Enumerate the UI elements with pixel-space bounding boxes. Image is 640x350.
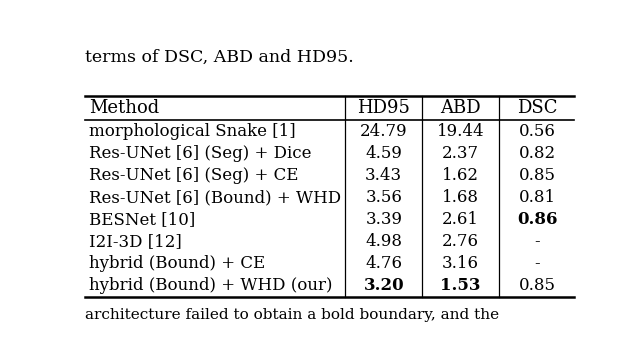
Text: morphological Snake [1]: morphological Snake [1] xyxy=(89,123,296,140)
Text: 0.56: 0.56 xyxy=(519,123,556,140)
Text: 3.43: 3.43 xyxy=(365,167,403,184)
Text: terms of DSC, ABD and HD95.: terms of DSC, ABD and HD95. xyxy=(85,49,354,66)
Text: -: - xyxy=(535,233,540,250)
Text: 1.68: 1.68 xyxy=(442,189,479,206)
Text: 2.61: 2.61 xyxy=(442,211,479,228)
Text: -: - xyxy=(535,255,540,272)
Text: 19.44: 19.44 xyxy=(437,123,484,140)
Text: Res-UNet [6] (Seg) + Dice: Res-UNet [6] (Seg) + Dice xyxy=(89,145,312,162)
Text: 0.85: 0.85 xyxy=(519,278,556,294)
Text: architecture failed to obtain a bold boundary, and the: architecture failed to obtain a bold bou… xyxy=(85,308,499,322)
Text: 1.53: 1.53 xyxy=(440,278,481,294)
Text: 2.76: 2.76 xyxy=(442,233,479,250)
Text: 0.85: 0.85 xyxy=(519,167,556,184)
Text: DSC: DSC xyxy=(517,99,558,117)
Text: 3.39: 3.39 xyxy=(365,211,403,228)
Text: 0.81: 0.81 xyxy=(519,189,556,206)
Text: 3.16: 3.16 xyxy=(442,255,479,272)
Text: 0.86: 0.86 xyxy=(517,211,558,228)
Text: 4.98: 4.98 xyxy=(365,233,403,250)
Text: 1.62: 1.62 xyxy=(442,167,479,184)
Text: hybrid (Bound) + CE: hybrid (Bound) + CE xyxy=(89,255,265,272)
Text: 4.76: 4.76 xyxy=(365,255,403,272)
Text: ABD: ABD xyxy=(440,99,481,117)
Text: 24.79: 24.79 xyxy=(360,123,408,140)
Text: Res-UNet [6] (Bound) + WHD: Res-UNet [6] (Bound) + WHD xyxy=(89,189,341,206)
Text: I2I-3D [12]: I2I-3D [12] xyxy=(89,233,182,250)
Text: 3.56: 3.56 xyxy=(365,189,402,206)
Text: hybrid (Bound) + WHD (our): hybrid (Bound) + WHD (our) xyxy=(89,278,332,294)
Text: Res-UNet [6] (Seg) + CE: Res-UNet [6] (Seg) + CE xyxy=(89,167,298,184)
Text: 2.37: 2.37 xyxy=(442,145,479,162)
Text: 3.20: 3.20 xyxy=(364,278,404,294)
Text: 4.59: 4.59 xyxy=(365,145,402,162)
Text: HD95: HD95 xyxy=(357,99,410,117)
Text: 0.82: 0.82 xyxy=(519,145,556,162)
Text: Method: Method xyxy=(89,99,159,117)
Text: BESNet [10]: BESNet [10] xyxy=(89,211,195,228)
